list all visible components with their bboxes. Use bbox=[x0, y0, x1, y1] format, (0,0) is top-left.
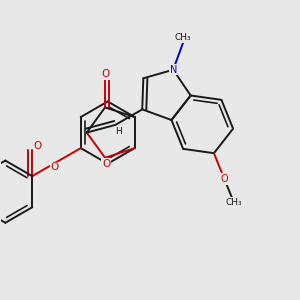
Text: H: H bbox=[115, 127, 122, 136]
Text: O: O bbox=[220, 174, 228, 184]
Text: O: O bbox=[34, 141, 42, 151]
Text: CH₃: CH₃ bbox=[175, 33, 191, 42]
Text: O: O bbox=[101, 69, 109, 80]
Text: N: N bbox=[169, 65, 177, 75]
Text: O: O bbox=[102, 159, 110, 169]
Text: CH₃: CH₃ bbox=[226, 198, 242, 207]
Text: O: O bbox=[51, 162, 59, 172]
